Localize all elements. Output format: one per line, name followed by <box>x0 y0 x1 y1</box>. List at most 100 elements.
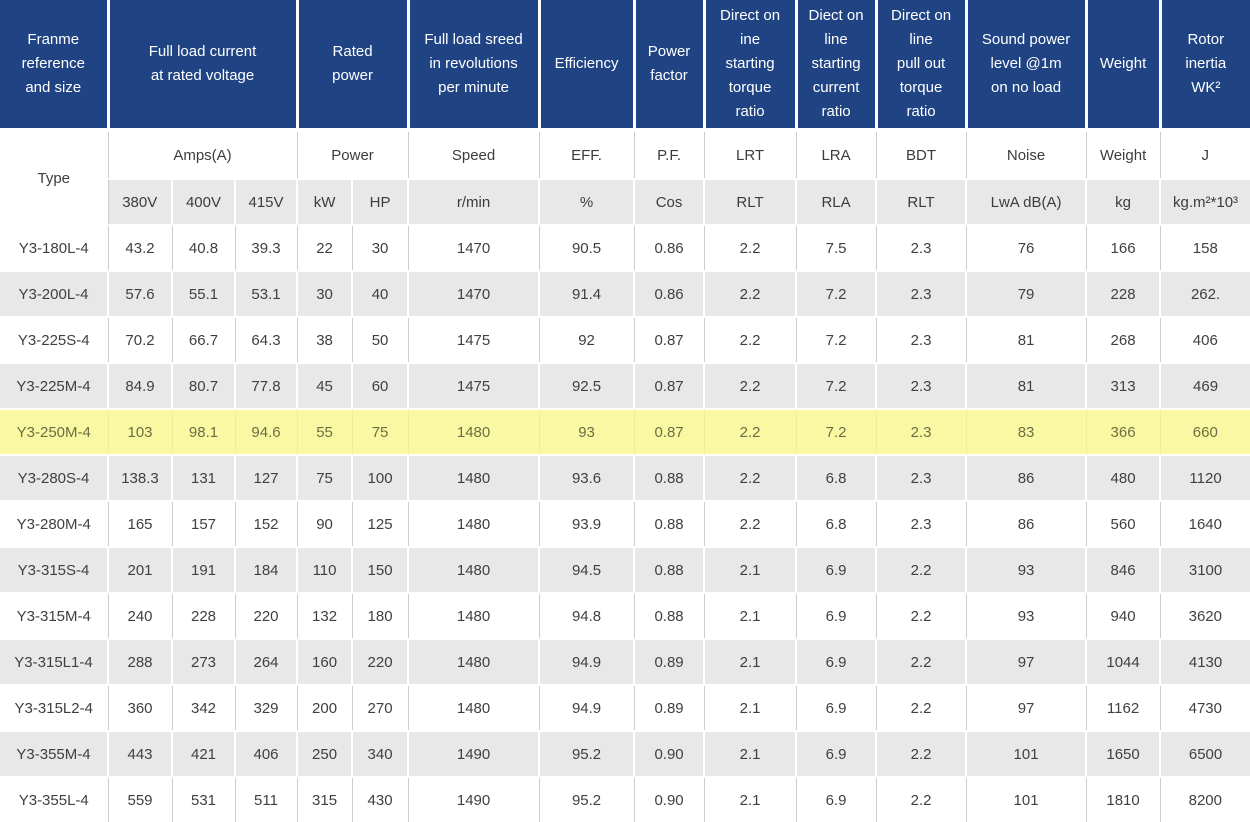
value-cell: 92.5 <box>539 362 636 410</box>
subheader-type: Type <box>0 130 109 226</box>
value-cell: 38 <box>297 317 353 363</box>
value-cell: 93.6 <box>539 454 636 502</box>
value-cell: 45 <box>297 362 354 410</box>
value-cell: 40 <box>352 270 410 318</box>
value-cell: 2.2 <box>876 685 967 731</box>
value-cell: 342 <box>172 685 236 731</box>
subheader-noise: Noise <box>966 130 1087 180</box>
value-cell: 81 <box>966 317 1087 363</box>
value-cell: 53.1 <box>235 270 299 318</box>
value-cell: 75 <box>297 454 354 502</box>
value-cell: 2.3 <box>876 362 968 410</box>
value-cell: 83 <box>966 408 1087 456</box>
table-row: Y3-315L1-4 288 273 264 160 220 1480 94.9 0.89 2.1… <box>0 638 1250 686</box>
value-cell: 2.2 <box>704 270 798 318</box>
unit-rpm: r/min <box>408 179 541 226</box>
value-cell: 80.7 <box>172 362 236 410</box>
value-cell: 1470 <box>408 225 540 271</box>
value-cell: 421 <box>172 730 236 778</box>
value-cell: 228 <box>1086 270 1162 318</box>
value-cell: 60 <box>352 362 410 410</box>
value-cell: 315 <box>297 777 353 822</box>
value-cell: 93.9 <box>539 501 635 547</box>
value-cell: 250 <box>297 730 354 778</box>
value-cell: 103 <box>108 408 173 456</box>
table-row: Y3-180L-4 43.2 40.8 39.3 22 30 1470 90.5 0.86 2.2… <box>0 225 1250 271</box>
value-cell: 138.3 <box>108 454 173 502</box>
value-cell: 43.2 <box>108 225 173 271</box>
value-cell: 273 <box>172 638 236 686</box>
unit-rlt-2: RLT <box>876 179 968 226</box>
value-cell: 158 <box>1160 225 1250 271</box>
value-cell: 288 <box>108 638 173 686</box>
type-cell: Y3-180L-4 <box>0 225 109 271</box>
value-cell: 91.4 <box>539 270 636 318</box>
value-cell: 1650 <box>1086 730 1162 778</box>
value-cell: 2.2 <box>704 317 797 363</box>
type-cell: Y3-250M-4 <box>0 408 109 456</box>
type-cell: Y3-315L1-4 <box>0 638 109 686</box>
header-full-load-current: Full load current at rated voltage <box>108 0 299 132</box>
value-cell: 1490 <box>408 730 541 778</box>
value-cell: 57.6 <box>108 270 173 318</box>
value-cell: 86 <box>966 454 1088 502</box>
value-cell: 2.2 <box>876 777 967 822</box>
unit-415v: 415V <box>235 179 299 226</box>
header-full-load-speed: Full load sreed in revolutions per minut… <box>408 0 541 132</box>
value-cell: 39.3 <box>235 225 298 271</box>
value-cell: 93 <box>539 408 635 456</box>
value-cell: 0.86 <box>634 270 706 318</box>
value-cell: 940 <box>1086 593 1161 639</box>
value-cell: 2.2 <box>704 362 798 410</box>
value-cell: 191 <box>172 546 236 594</box>
value-cell: 1480 <box>408 546 541 594</box>
value-cell: 220 <box>352 638 410 686</box>
value-cell: 2.3 <box>876 501 967 547</box>
value-cell: 127 <box>235 454 299 502</box>
value-cell: 2.2 <box>704 454 798 502</box>
value-cell: 220 <box>235 593 298 639</box>
value-cell: 81 <box>966 362 1088 410</box>
value-cell: 0.88 <box>634 454 706 502</box>
value-cell: 2.3 <box>876 317 967 363</box>
header-rated-power: Rated power <box>297 0 410 132</box>
table-row: Y3-315M-4 240 228 220 132 180 1480 94.8 0.88 2.1 6… <box>0 593 1250 639</box>
unit-400v: 400V <box>172 179 236 226</box>
value-cell: 406 <box>1160 317 1250 363</box>
value-cell: 0.90 <box>634 730 706 778</box>
value-cell: 86 <box>966 501 1087 547</box>
value-cell: 7.2 <box>796 270 878 318</box>
value-cell: 1480 <box>408 593 540 639</box>
value-cell: 6.8 <box>796 501 877 547</box>
value-cell: 2.3 <box>876 408 967 456</box>
value-cell: 77.8 <box>235 362 299 410</box>
value-cell: 2.1 <box>704 777 797 822</box>
value-cell: 7.5 <box>796 225 877 271</box>
table-row: Y3-315L2-4 360 342 329 200 270 1480 94.9 0.89 2.1… <box>0 685 1250 731</box>
value-cell: 0.88 <box>634 546 706 594</box>
value-cell: 94.5 <box>539 546 636 594</box>
value-cell: 2.3 <box>876 225 967 271</box>
value-cell: 531 <box>172 777 236 822</box>
value-cell: 131 <box>172 454 236 502</box>
type-cell: Y3-355L-4 <box>0 777 109 822</box>
subheader-eff: EFF. <box>539 130 635 180</box>
value-cell: 2.2 <box>704 408 797 456</box>
value-cell: 92 <box>539 317 635 363</box>
value-cell: 1475 <box>408 317 540 363</box>
value-cell: 2.2 <box>876 546 968 594</box>
value-cell: 2.1 <box>704 546 798 594</box>
table-row: Y3-355L-4 559 531 511 315 430 1490 95.2 0.90 2.1 6… <box>0 777 1250 822</box>
header-units-row: 380V 400V 415V kW HP r/min % Cos RLT RLA… <box>0 179 1250 226</box>
value-cell: 30 <box>352 225 409 271</box>
value-cell: 0.88 <box>634 593 705 639</box>
header-frame-reference: Franme reference and size <box>0 0 110 132</box>
header-dol-starting-current: Diect on line starting current ratio <box>796 0 878 132</box>
type-cell: Y3-225M-4 <box>0 362 109 410</box>
header-sub-row: Type Amps(A) Power Speed EFF. P.F. LRT L… <box>0 130 1250 226</box>
unit-kg: kg <box>1086 179 1162 226</box>
subheader-bdt: BDT <box>876 130 967 180</box>
table-row: Y3-225S-4 70.2 66.7 64.3 38 50 1475 92 0.87 2.2 7.… <box>0 317 1250 363</box>
value-cell: 0.90 <box>634 777 705 822</box>
